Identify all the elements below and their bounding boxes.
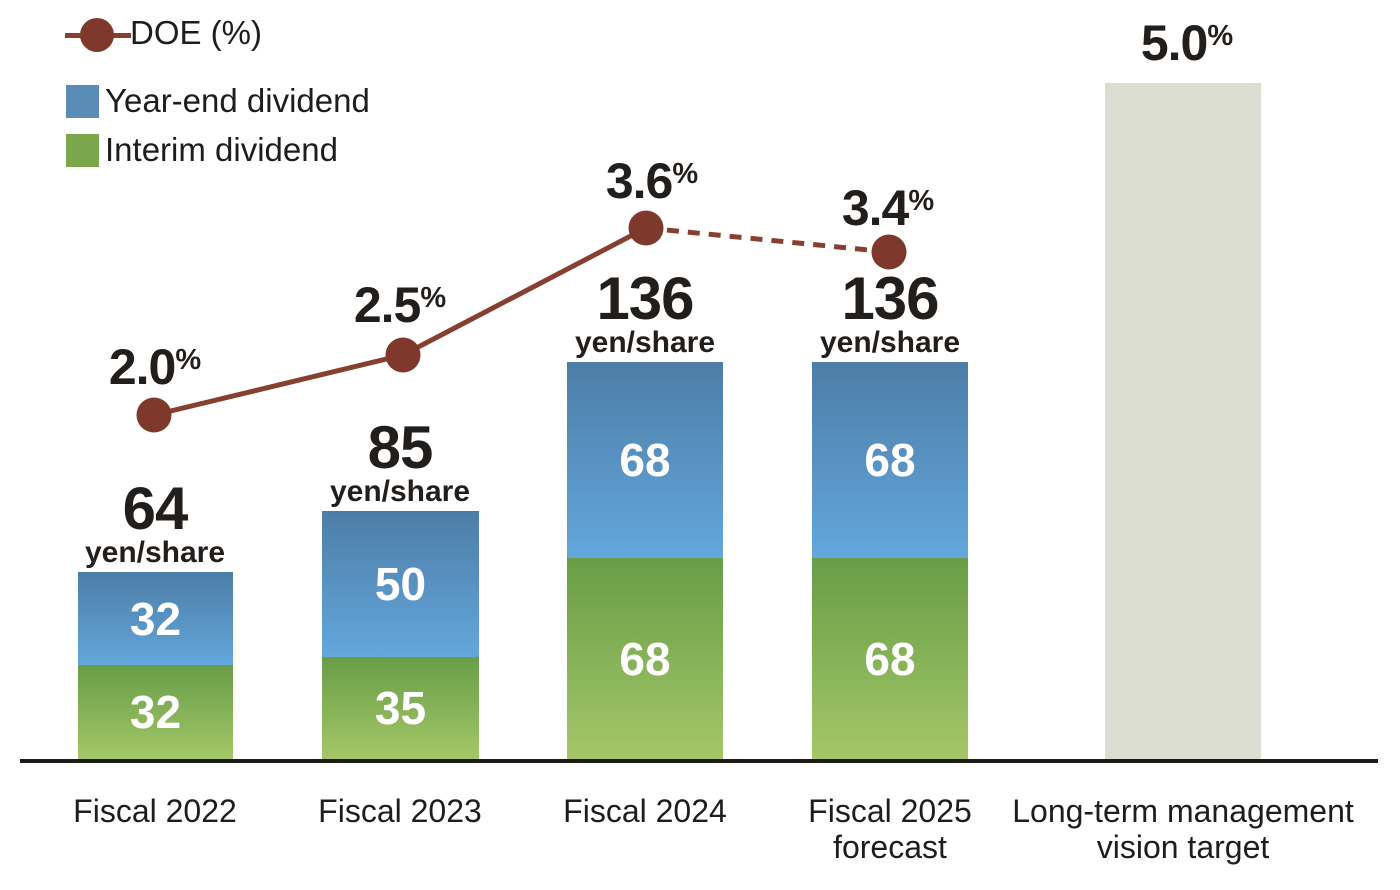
x-label-fiscal-2023: Fiscal 2023 xyxy=(318,793,482,829)
total-fiscal-2023: 85 yen/share xyxy=(270,414,530,508)
total-unit: yen/share xyxy=(574,325,716,359)
doe-point-fiscal-2024 xyxy=(628,210,664,246)
bar-fiscal-2022: 32 32 xyxy=(78,572,233,759)
x-label-text: Fiscal 2022 xyxy=(73,793,237,829)
doe-label-fiscal-2023: 2.5% xyxy=(354,276,446,334)
total-unit: yen/share xyxy=(329,474,471,508)
x-label-text: Fiscal 2023 xyxy=(318,793,482,829)
target-value: 5.0 xyxy=(1140,15,1209,71)
doe-point-fiscal-2025 xyxy=(871,234,907,270)
bar-fiscal-2022-interim-segment: 32 xyxy=(78,665,233,759)
percent-sign: % xyxy=(908,185,935,217)
segment-value: 68 xyxy=(864,434,916,486)
doe-value: 3.6 xyxy=(605,153,674,209)
doe-label-fiscal-2022: 2.0% xyxy=(109,338,201,396)
doe-value: 2.0 xyxy=(108,339,177,395)
total-value: 64 xyxy=(122,475,189,543)
doe-label-fiscal-2025: 3.4% xyxy=(842,179,934,237)
doe-point-fiscal-2023 xyxy=(385,337,421,373)
total-fiscal-2025: 136 yen/share xyxy=(760,265,1020,359)
x-label-fiscal-2022: Fiscal 2022 xyxy=(73,793,237,829)
legend-label-year-end: Year-end dividend xyxy=(105,82,370,119)
x-label-text: Long-term management xyxy=(1012,793,1354,829)
legend-item-interim: Interim dividend xyxy=(66,131,338,168)
doe-value: 3.4 xyxy=(841,180,910,236)
x-label-text: Fiscal 2024 xyxy=(563,793,727,829)
segment-value: 68 xyxy=(619,632,671,685)
x-label-fiscal-2024: Fiscal 2024 xyxy=(563,793,727,829)
legend-label-interim: Interim dividend xyxy=(105,131,338,168)
x-label-fiscal-2025: Fiscal 2025 forecast xyxy=(808,793,972,865)
percent-sign: % xyxy=(672,158,699,190)
total-unit: yen/share xyxy=(819,325,961,359)
total-unit: yen/share xyxy=(84,535,226,569)
segment-value: 32 xyxy=(129,686,182,738)
segment-value: 68 xyxy=(619,434,671,486)
bar-fiscal-2025-year-end-segment: 68 xyxy=(812,362,968,558)
year-end-swatch-icon xyxy=(66,84,99,118)
segment-value: 32 xyxy=(129,592,182,645)
x-axis-line xyxy=(20,759,1378,763)
target-value-label: 5.0% xyxy=(1141,14,1233,72)
legend-label-doe: DOE (%) xyxy=(130,14,262,51)
percent-sign: % xyxy=(1207,20,1234,52)
total-fiscal-2024: 136 yen/share xyxy=(515,265,775,359)
bar-fiscal-2022-year-end-segment: 32 xyxy=(78,572,233,665)
bar-fiscal-2025-interim-segment: 68 xyxy=(812,558,968,759)
bar-fiscal-2024-interim-segment: 68 xyxy=(567,558,723,759)
x-label-long-term-target: Long-term management vision target xyxy=(1012,793,1354,865)
bar-fiscal-2025: 68 68 xyxy=(812,362,968,759)
x-label-text: Fiscal 2025 xyxy=(808,793,972,829)
bar-fiscal-2024-year-end-segment: 68 xyxy=(567,362,723,558)
doe-label-fiscal-2024: 3.6% xyxy=(606,152,698,210)
bar-fiscal-2023-interim-segment: 35 xyxy=(322,657,479,759)
percent-sign: % xyxy=(175,344,202,376)
doe-marker-icon xyxy=(80,18,114,52)
segment-value: 50 xyxy=(374,558,427,610)
bar-fiscal-2023: 50 35 xyxy=(322,511,479,759)
doe-value: 2.5 xyxy=(353,277,422,333)
bar-fiscal-2024: 68 68 xyxy=(567,362,723,759)
interim-swatch-icon xyxy=(66,133,99,167)
total-value: 136 xyxy=(841,265,939,333)
bar-fiscal-2023-year-end-segment: 50 xyxy=(322,511,479,657)
total-fiscal-2022: 64 yen/share xyxy=(25,475,285,569)
doe-point-fiscal-2022 xyxy=(136,397,172,433)
legend-item-year-end: Year-end dividend xyxy=(66,82,370,119)
percent-sign: % xyxy=(420,282,447,314)
total-value: 85 xyxy=(367,414,434,482)
bar-long-term-target xyxy=(1105,83,1261,759)
x-label-text: forecast xyxy=(833,829,947,865)
segment-value: 68 xyxy=(864,632,916,685)
total-value: 136 xyxy=(596,265,694,333)
segment-value: 35 xyxy=(374,682,427,734)
x-label-text: vision target xyxy=(1096,829,1270,865)
legend-item-doe: DOE (%) xyxy=(130,14,262,51)
